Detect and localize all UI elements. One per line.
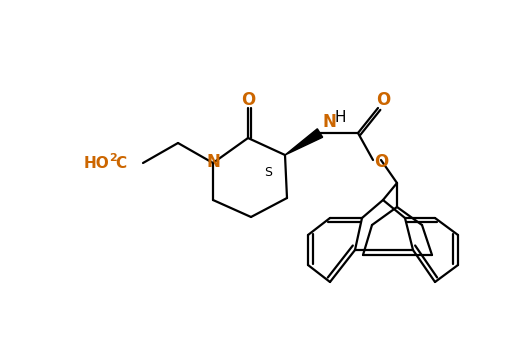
Text: C: C — [115, 155, 126, 170]
Text: N: N — [206, 153, 220, 171]
Text: 2: 2 — [109, 153, 117, 163]
Text: O: O — [376, 91, 390, 109]
Text: S: S — [264, 166, 272, 178]
Text: O: O — [374, 153, 388, 171]
Polygon shape — [285, 129, 323, 155]
Text: N: N — [322, 113, 336, 131]
Text: H: H — [334, 110, 346, 125]
Text: HO: HO — [83, 155, 109, 170]
Text: O: O — [241, 91, 255, 109]
